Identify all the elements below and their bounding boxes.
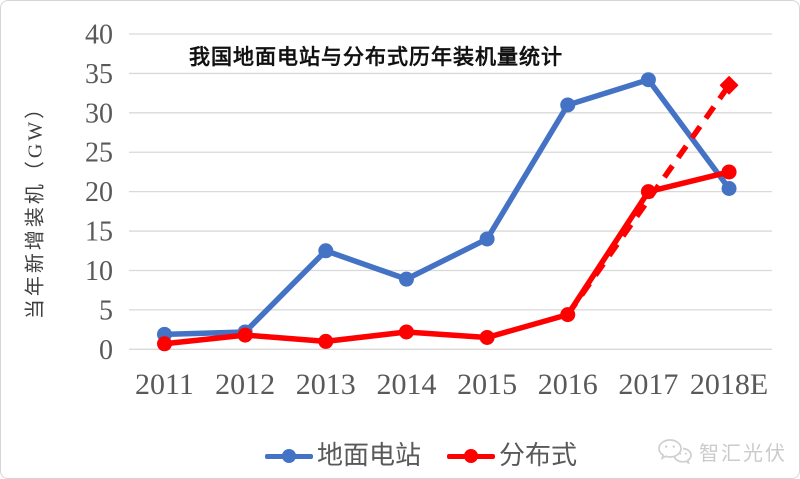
legend-line-sample	[264, 449, 313, 463]
series-distributed-marker	[640, 184, 656, 200]
y-tick-label: 20	[85, 177, 113, 208]
series-distributed-marker	[721, 164, 737, 180]
x-tick-label: 2013	[296, 368, 356, 401]
legend-marker-dot	[464, 449, 478, 463]
series-ground-stations-marker	[721, 180, 737, 196]
series-ground-stations-line	[161, 76, 732, 338]
y-tick-label: 10	[85, 256, 113, 287]
x-tick-label: 2012	[215, 368, 275, 401]
watermark-text: 智汇光伏	[699, 443, 787, 465]
x-tick-label: 2016	[538, 368, 598, 401]
legend: 地面电站 分布式	[22, 441, 799, 470]
x-tick-label: 2015	[457, 368, 517, 401]
series-distributed-projection-marker	[719, 75, 739, 95]
legend-line-sample	[447, 449, 495, 463]
x-tick-label: 2018E	[690, 368, 768, 401]
series-distributed-line	[161, 169, 732, 347]
series-distributed-marker	[318, 333, 334, 349]
chart-title: 我国地面电站与分布式历年装机量统计	[189, 45, 563, 69]
x-tick-label: 2014	[376, 368, 436, 401]
watermark: 智汇光伏	[657, 437, 787, 466]
y-tick-label: 0	[99, 335, 113, 366]
series-distributed-marker	[157, 336, 172, 352]
y-tick-label: 5	[99, 295, 113, 326]
y-tick-label: 30	[85, 98, 113, 129]
series-ground-stations-marker	[560, 97, 576, 113]
y-tick-label: 15	[85, 217, 113, 248]
x-tick-label: 2011	[135, 368, 194, 401]
x-tick-label: 2017	[618, 368, 678, 401]
legend-label: 分布式	[499, 441, 578, 470]
series-distributed-marker	[479, 329, 495, 345]
y-tick-label: 35	[85, 59, 113, 90]
legend-item-distributed: 分布式	[447, 442, 577, 470]
series-distributed-marker	[398, 324, 414, 340]
legend-marker-dot	[281, 449, 296, 463]
legend-label: 地面电站	[316, 441, 421, 470]
series-distributed-marker	[560, 307, 576, 323]
legend-item-ground-stations: 地面电站	[264, 441, 421, 470]
series-ground-stations-marker	[640, 72, 656, 88]
y-axis-title: 当年新增装机（GW）	[24, 95, 47, 320]
series-ground-stations-marker	[479, 231, 495, 247]
y-tick-label: 25	[85, 138, 113, 169]
y-tick-label: 40	[85, 20, 113, 51]
series-ground-stations-marker	[398, 271, 414, 287]
series-ground-stations-marker	[318, 243, 334, 259]
series-distributed-marker	[237, 327, 253, 343]
wechat-icon	[658, 438, 692, 464]
